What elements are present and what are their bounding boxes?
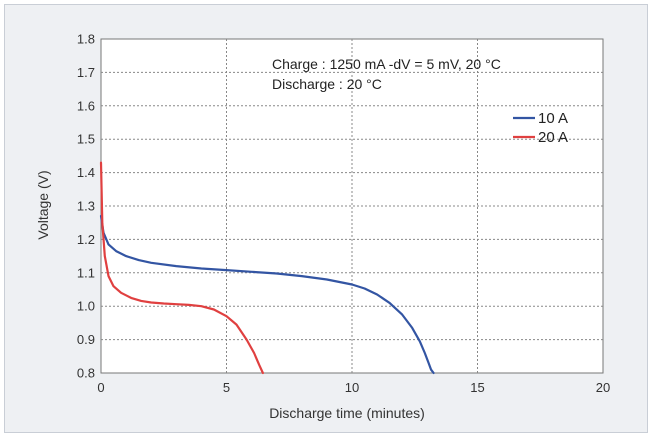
y-tick-label: 0.8: [77, 366, 95, 381]
series-line-0: [99, 214, 435, 375]
annotation-discharge: Discharge : 20 °C: [272, 76, 382, 92]
y-tick-label: 0.9: [77, 332, 95, 347]
legend: 10 A 20 A: [513, 110, 568, 146]
y-tick-label: 1.7: [77, 65, 95, 80]
y-tick-label: 1.8: [77, 32, 95, 47]
annotation-charge: Charge : 1250 mA -dV = 5 mV, 20 °C: [272, 56, 501, 72]
legend-label-10a: 10 A: [538, 110, 568, 127]
x-axis-label: Discharge time (minutes): [269, 405, 425, 421]
series-line-1: [99, 161, 264, 375]
y-tick-label: 1.5: [77, 132, 95, 147]
x-tick-label: 5: [223, 380, 230, 395]
series-lines: [99, 161, 435, 375]
x-tick-label: 0: [97, 380, 104, 395]
legend-label-20a: 20 A: [538, 129, 568, 146]
y-tick-label: 1.0: [77, 299, 95, 314]
y-tick-label: 1.6: [77, 98, 95, 113]
plot-area: [100, 38, 604, 374]
y-tick-label: 1.1: [77, 265, 95, 280]
y-axis-label: Voltage (V): [35, 170, 51, 239]
y-tick-label: 1.4: [77, 165, 95, 180]
y-tick-label: 1.3: [77, 199, 95, 214]
tick-labels: 0.8 0.9 1.0 1.1 1.2 1.3 1.4 1.5 1.6 1.7 1.8 0 5 10 15 2…: [77, 32, 610, 396]
y-tick-label: 1.2: [77, 232, 95, 247]
x-tick-label: 15: [470, 380, 484, 395]
x-tick-label: 20: [596, 380, 610, 395]
x-tick-label: 10: [345, 380, 359, 395]
